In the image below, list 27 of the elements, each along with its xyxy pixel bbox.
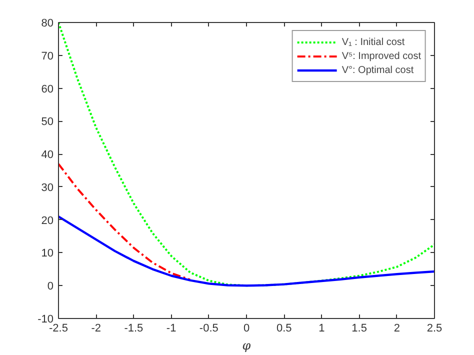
x-tick-label: -2.5: [49, 322, 68, 334]
x-tick-label: -1.5: [124, 322, 144, 334]
x-tick-label: 0: [243, 322, 250, 334]
x-tick-label: -0.5: [199, 322, 218, 334]
legend-label: V°: Optimal cost: [342, 64, 414, 77]
y-tick-label: 0: [47, 280, 54, 293]
y-tick-label: 20: [41, 214, 54, 227]
x-tick-label: 2.5: [426, 322, 442, 334]
line-series: [58, 162, 192, 281]
y-tick-label: 60: [41, 83, 54, 96]
y-tick-label: 80: [41, 18, 54, 30]
legend-label: V⁵: Improved cost: [342, 50, 421, 63]
y-tick-label: 50: [41, 116, 54, 128]
y-tick-label: 70: [41, 50, 54, 62]
y-tick-label: 10: [41, 248, 54, 260]
line-series: [58, 215, 434, 287]
x-tick-label: 2: [394, 322, 400, 334]
y-tick-label: 40: [41, 149, 54, 162]
x-tick-label: 1.5: [352, 322, 367, 334]
y-tick-label: 30: [41, 182, 54, 194]
y-tick-label: -10: [38, 314, 54, 326]
x-axis-title: φ: [242, 338, 252, 352]
x-tick-label: -2: [91, 322, 101, 334]
x-tick-label: -1: [166, 322, 176, 334]
legend-label: V₁ : Initial cost: [342, 36, 405, 49]
x-tick-label: 0.5: [276, 322, 292, 334]
x-tick-label: 1: [318, 322, 325, 334]
